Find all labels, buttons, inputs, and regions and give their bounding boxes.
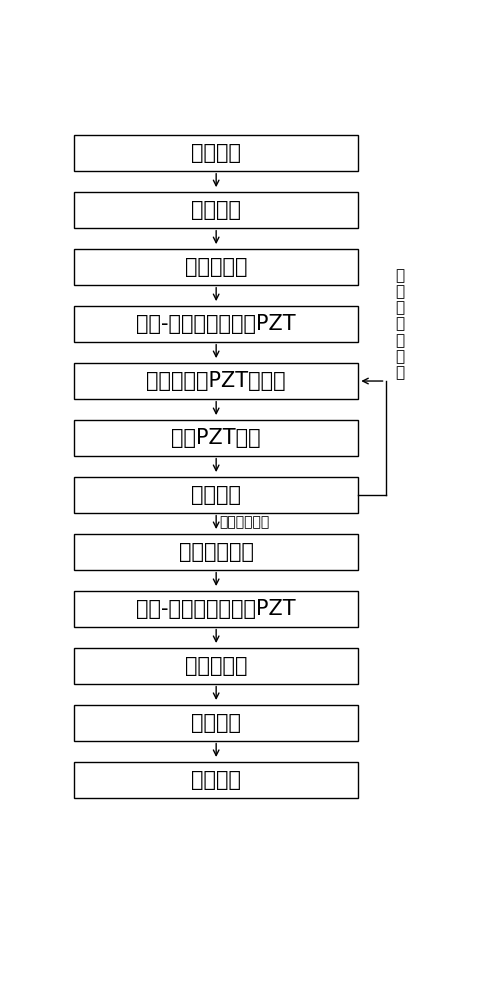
Text: 基片氧化: 基片氧化 bbox=[191, 200, 241, 220]
Bar bbox=[74, 477, 359, 513]
Text: 制备完成: 制备完成 bbox=[191, 770, 241, 790]
Text: 旋涂PZT溶胶: 旋涂PZT溶胶 bbox=[171, 428, 261, 448]
Text: 未: 未 bbox=[395, 365, 404, 380]
Text: 溅射底电极: 溅射底电极 bbox=[185, 257, 247, 277]
Text: 溶胶-凝胶法制备底层PZT: 溶胶-凝胶法制备底层PZT bbox=[136, 314, 296, 334]
Bar bbox=[74, 249, 359, 285]
Bar bbox=[74, 705, 359, 741]
Text: 溅射顶电极: 溅射顶电极 bbox=[185, 656, 247, 676]
Bar bbox=[74, 135, 359, 171]
Text: 厚: 厚 bbox=[395, 284, 404, 299]
Text: 所: 所 bbox=[395, 317, 404, 332]
Bar bbox=[74, 648, 359, 684]
Text: 达: 达 bbox=[395, 349, 404, 364]
Text: 退火结晶: 退火结晶 bbox=[191, 485, 241, 505]
Text: 设: 设 bbox=[395, 300, 404, 315]
Bar bbox=[74, 192, 359, 228]
Bar bbox=[74, 363, 359, 399]
Text: 极化处理: 极化处理 bbox=[191, 713, 241, 733]
Text: 电射流沉积PZT悬浮液: 电射流沉积PZT悬浮液 bbox=[146, 371, 286, 391]
Text: 到: 到 bbox=[395, 333, 404, 348]
Text: 准备基片: 准备基片 bbox=[191, 143, 241, 163]
Bar bbox=[74, 591, 359, 627]
Text: 度: 度 bbox=[395, 268, 404, 283]
Text: 溶胶-凝胶法制备顶层PZT: 溶胶-凝胶法制备顶层PZT bbox=[136, 599, 296, 619]
Bar bbox=[74, 762, 359, 798]
Bar bbox=[74, 306, 359, 342]
Text: 达到所设厚度: 达到所设厚度 bbox=[219, 515, 269, 529]
Text: 机械研磨抛光: 机械研磨抛光 bbox=[179, 542, 253, 562]
Bar bbox=[74, 420, 359, 456]
Bar bbox=[74, 534, 359, 570]
